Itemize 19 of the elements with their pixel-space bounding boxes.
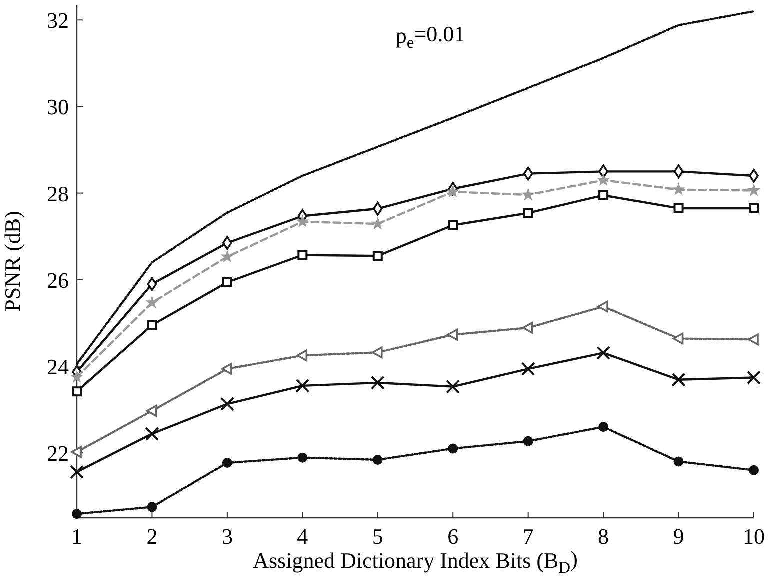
y-tick-label: 32 xyxy=(47,8,69,34)
x-tick-label: 7 xyxy=(522,524,534,549)
y-tick-label: 28 xyxy=(47,181,69,206)
x-tick-label: 8 xyxy=(598,524,610,549)
x-tick-label: 1 xyxy=(72,524,82,549)
x-tick-label: 10 xyxy=(743,524,765,549)
x-tick-label: 3 xyxy=(222,524,233,549)
x-tick-label: 2 xyxy=(146,524,158,549)
y-tick-label: 30 xyxy=(47,94,69,120)
x-tick-label: 9 xyxy=(673,524,684,549)
y-tick-label: 24 xyxy=(47,354,69,380)
y-axis-title: PSNR (dB) xyxy=(0,211,25,312)
annotation: p$_{e}$=0.01 xyxy=(396,21,466,52)
y-tick-label: 26 xyxy=(47,268,69,293)
x-tick-label: 5 xyxy=(372,524,384,549)
x-tick-label: 6 xyxy=(448,524,459,549)
x-axis-title: Assigned Dictionary Index Bits (B$_{D}$) xyxy=(253,546,578,577)
y-tick-label: 22 xyxy=(47,441,69,466)
x-tick-label: 4 xyxy=(297,524,308,549)
